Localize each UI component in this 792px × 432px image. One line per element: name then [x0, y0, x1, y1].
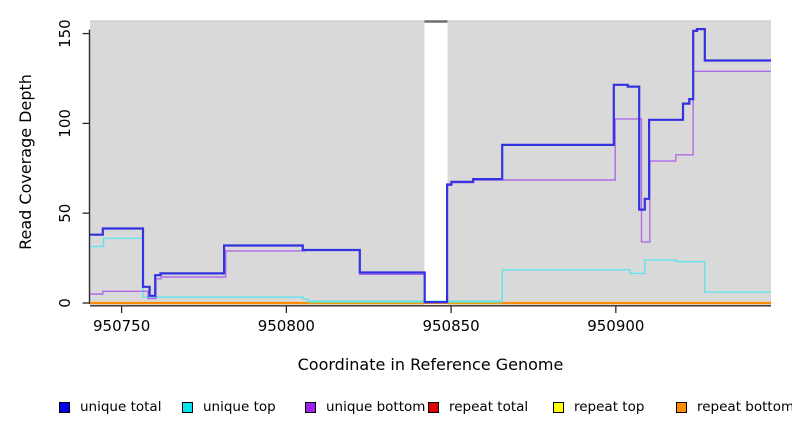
x-tick-label: 950800 [258, 317, 315, 335]
y-axis-label: Read Coverage Depth [16, 74, 35, 250]
missing-data-band [424, 21, 448, 305]
y-tick-label: 100 [56, 109, 74, 138]
y-tick-label: 0 [56, 298, 74, 308]
x-tick-label: 950900 [587, 317, 644, 335]
x-tick-label: 950750 [93, 317, 150, 335]
y-tick-label: 50 [56, 204, 74, 223]
y-tick-label: 150 [56, 19, 74, 48]
x-axis-label: Coordinate in Reference Genome [298, 355, 564, 374]
x-tick-label: 950850 [422, 317, 479, 335]
series-unique-total [90, 28, 771, 304]
